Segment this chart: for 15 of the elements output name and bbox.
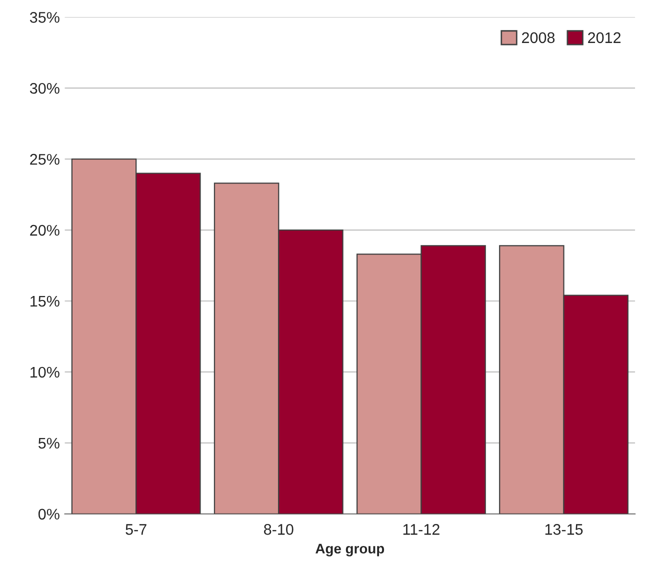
y-tick-label: 35% (30, 12, 60, 23)
y-tick-label: 15% (30, 296, 60, 307)
x-tick-label: 13-15 (545, 524, 583, 535)
y-tick-label: 20% (30, 224, 60, 236)
legend-label: 2008 (522, 32, 555, 44)
y-tick-label: 5% (38, 438, 60, 449)
y-tick-label: 30% (30, 82, 60, 94)
x-tick-label: 11-12 (403, 524, 440, 535)
x-axis-title: Age group (316, 544, 384, 556)
x-tick-label: 5-7 (126, 524, 146, 535)
y-tick-label: 25% (30, 154, 60, 165)
y-tick-label: 10% (30, 366, 60, 378)
legend-label: 2012 (588, 32, 621, 44)
x-tick-label: 8-10 (264, 524, 294, 535)
y-tick-label: 0% (38, 508, 60, 520)
